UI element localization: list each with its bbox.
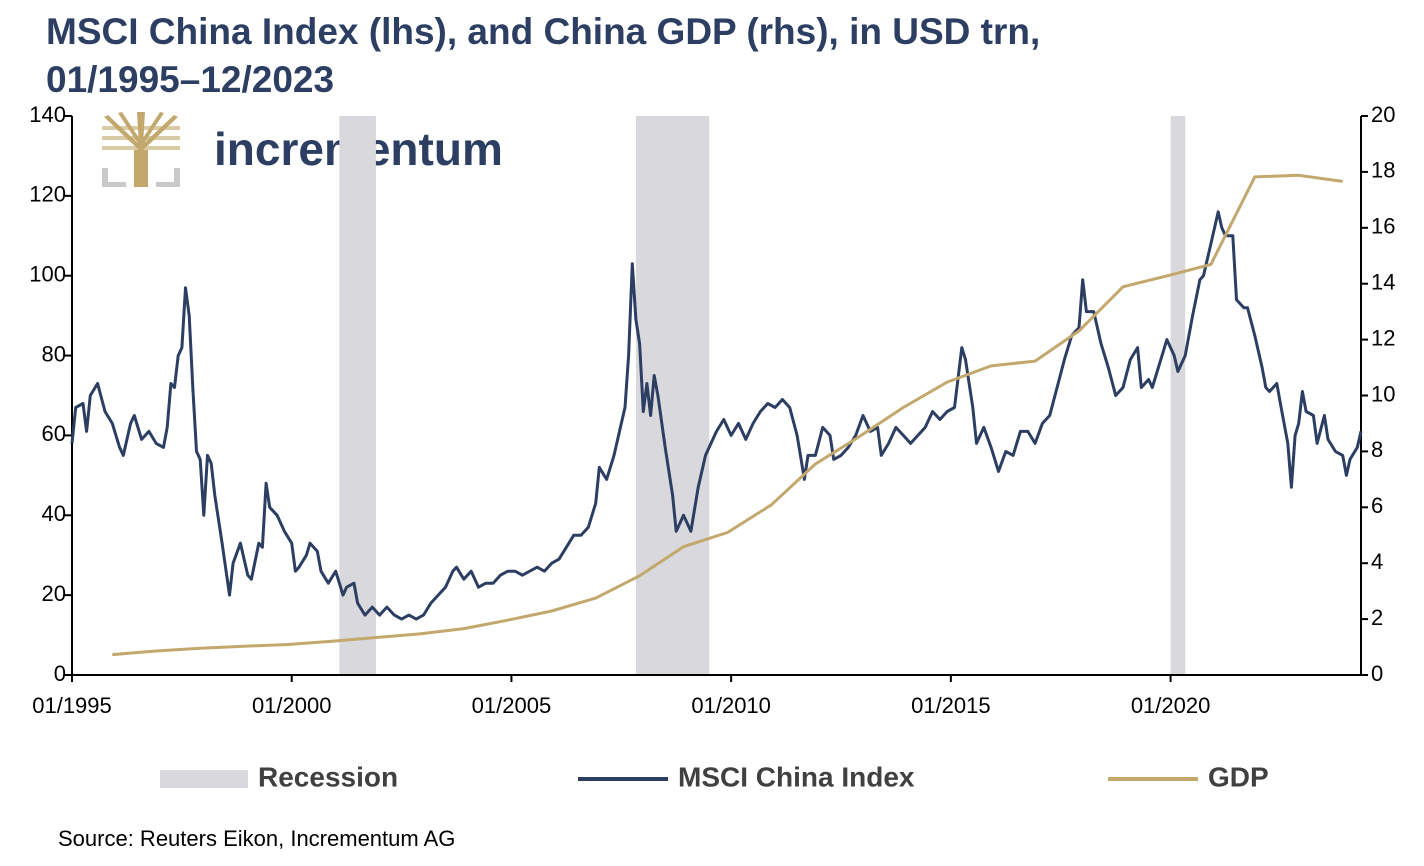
y2-tick-label: 18 <box>1371 158 1395 183</box>
y-tick-label: 20 <box>42 581 66 606</box>
x-tick-label: 01/2010 <box>691 693 771 718</box>
legend-label: Recession <box>258 761 398 792</box>
legend-label: GDP <box>1208 761 1269 792</box>
legend-label: MSCI China Index <box>678 761 915 792</box>
y-tick-label: 0 <box>54 661 66 686</box>
y2-tick-label: 8 <box>1371 437 1383 462</box>
y2-tick-label: 10 <box>1371 381 1395 406</box>
y-tick-label: 140 <box>29 102 66 127</box>
y2-tick-label: 6 <box>1371 493 1383 518</box>
series-line <box>70 210 1363 621</box>
y-tick-label: 40 <box>42 501 66 526</box>
logo-icon <box>102 112 180 187</box>
y2-tick-label: 4 <box>1371 549 1383 574</box>
y-tick-label: 80 <box>42 341 66 366</box>
y2-tick-label: 20 <box>1371 102 1395 127</box>
legend-swatch <box>160 770 248 788</box>
series-line <box>112 173 1343 657</box>
y-tick-label: 120 <box>29 182 66 207</box>
chart-title: MSCI China Index (lhs), and China GDP (r… <box>46 11 1041 100</box>
x-tick-label: 01/2015 <box>911 693 991 718</box>
plot: 0 20 40 60 80 100 120 140 0 2 4 6 8 10 12 14 16 18 20 01/19… <box>29 102 1395 718</box>
y-tick-label: 60 <box>42 421 66 446</box>
y2-tick-label: 12 <box>1371 325 1395 350</box>
y-tick-label: 100 <box>29 262 66 287</box>
y2-tick-label: 2 <box>1371 605 1383 630</box>
x-tick-label: 01/2020 <box>1131 693 1211 718</box>
y2-tick-label: 0 <box>1371 661 1383 686</box>
recession-band <box>339 116 376 675</box>
y2-tick-label: 16 <box>1371 214 1395 239</box>
source: Source: Reuters Eikon, Incrementum AG <box>58 826 455 851</box>
x-tick-label: 01/1995 <box>32 693 112 718</box>
x-tick-label: 01/2005 <box>472 693 552 718</box>
y2-tick-label: 14 <box>1371 270 1395 295</box>
x-tick-label: 01/2000 <box>252 693 332 718</box>
recession-band <box>1170 116 1186 675</box>
